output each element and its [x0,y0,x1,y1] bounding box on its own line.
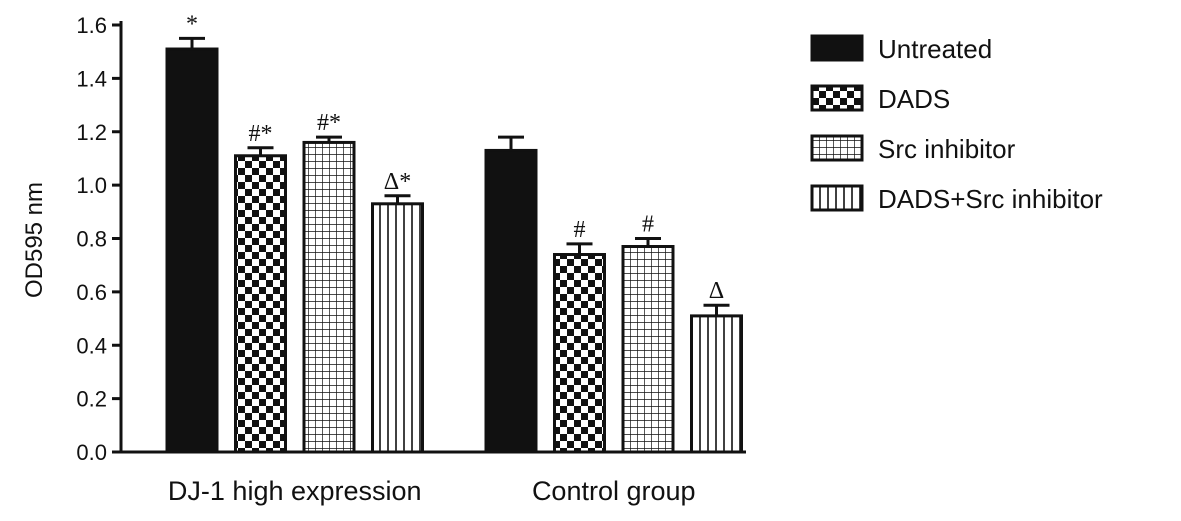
y-tick-label: 1.4 [76,66,107,91]
legend-label: Untreated [878,34,992,64]
bar [371,202,424,454]
legend-label: DADS [878,84,950,114]
y-tick-label: 0.6 [76,280,107,305]
bar [165,47,219,454]
y-tick-label: 1.2 [76,120,107,145]
y-tick-label: 0.0 [76,440,107,465]
bar [621,245,675,454]
bar [234,154,287,454]
y-tick-label: 0.4 [76,333,107,358]
significance-marker: # [642,212,654,238]
legend-swatch [810,34,864,62]
bars-group: * #* # #* # Δ* Δ [165,11,743,454]
legend-label: Src inhibitor [878,134,1016,164]
significance-marker: #* [317,110,341,136]
legend-swatch [810,134,864,162]
significance-marker: Δ* [384,169,411,195]
significance-marker: # [574,217,586,243]
bar [690,314,743,454]
legend-swatch [810,84,864,112]
x-category-label: Control group [532,476,696,506]
significance-marker: #* [249,121,273,147]
legend-swatch [810,184,864,212]
y-tick-label: 1.6 [76,13,107,38]
y-axis: 0.0 0.2 0.4 0.6 0.8 1.0 1.2 1.4 1.6 [76,13,123,465]
x-category-label: DJ-1 high expression [168,476,422,506]
significance-marker: * [186,11,198,37]
legend-label: DADS+Src inhibitor [878,184,1103,214]
bar [302,140,356,454]
bar [484,148,538,454]
y-tick-label: 0.8 [76,227,107,252]
significance-marker: Δ [709,278,724,304]
x-axis: DJ-1 high expression Control group [119,450,746,506]
y-tick-label: 1.0 [76,173,107,198]
y-axis-label: OD595 nm [21,182,48,298]
bar [553,253,606,454]
legend: Untreated DADS Src inhibitor DADS+Src inhib… [810,34,1103,214]
y-tick-label: 0.2 [76,387,107,412]
